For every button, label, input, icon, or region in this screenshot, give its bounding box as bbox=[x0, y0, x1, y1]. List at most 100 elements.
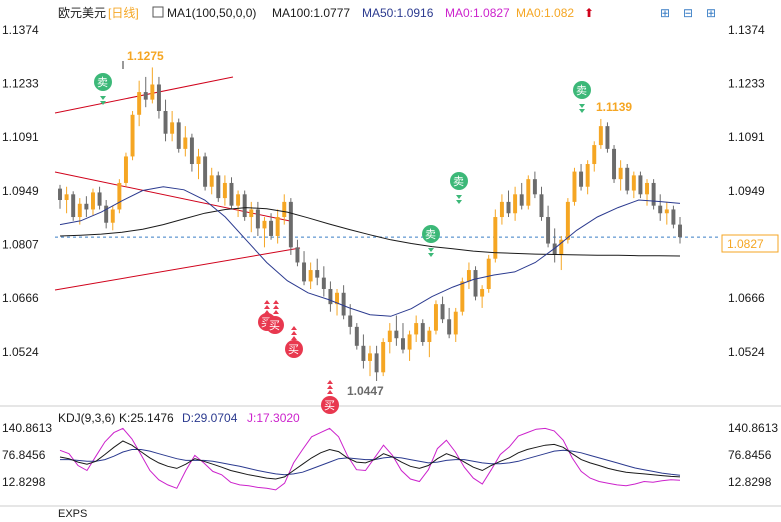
candle-body[interactable] bbox=[58, 188, 62, 200]
candle-body[interactable] bbox=[499, 201, 504, 218]
price-pane[interactable]: 1.1374 1.1374 1.1233 1.1233 1.1091 1.1091 1.09… bbox=[0, 23, 781, 414]
candle-body[interactable] bbox=[196, 156, 201, 165]
candle-body[interactable] bbox=[526, 179, 531, 206]
candle-body[interactable] bbox=[678, 224, 682, 238]
candle-body[interactable] bbox=[176, 122, 181, 149]
candle-body[interactable] bbox=[335, 292, 339, 305]
candle-body[interactable] bbox=[295, 247, 300, 263]
sell-signal-2[interactable]: 卖 bbox=[573, 81, 591, 99]
candle-body[interactable] bbox=[612, 148, 617, 180]
candle-body[interactable] bbox=[123, 156, 128, 183]
candle-body[interactable] bbox=[433, 304, 438, 331]
candle-body[interactable] bbox=[592, 145, 597, 165]
candle-body[interactable] bbox=[486, 258, 491, 289]
candle-body[interactable] bbox=[387, 330, 392, 343]
kdj-pane[interactable]: KDJ(9,3,6) K:25.1476 D:29.0704 J:17.3020… bbox=[0, 411, 781, 520]
candle-body[interactable] bbox=[110, 209, 115, 223]
candle-body[interactable] bbox=[440, 304, 445, 320]
candle-body[interactable] bbox=[539, 194, 544, 218]
indicator-checkbox-icon[interactable] bbox=[152, 6, 164, 18]
candle-body[interactable] bbox=[354, 326, 359, 346]
candle-body[interactable] bbox=[532, 179, 537, 195]
candle-body[interactable] bbox=[605, 126, 610, 149]
candle-body[interactable] bbox=[222, 182, 227, 199]
candle-body[interactable] bbox=[374, 353, 379, 373]
candle-body[interactable] bbox=[466, 270, 471, 282]
candle-body[interactable] bbox=[288, 201, 293, 248]
candle-body[interactable] bbox=[631, 175, 636, 191]
candle-body[interactable] bbox=[664, 209, 669, 214]
candle-body[interactable] bbox=[341, 292, 346, 316]
settings-icon[interactable]: ⊞ bbox=[660, 6, 670, 20]
candle-body[interactable] bbox=[552, 243, 557, 255]
candle-body[interactable] bbox=[638, 175, 643, 195]
candle-body[interactable] bbox=[414, 323, 419, 335]
candle-body[interactable] bbox=[262, 220, 267, 229]
candle-body[interactable] bbox=[579, 171, 584, 187]
ma-settings-label[interactable]: MA1(100,50,0,0) bbox=[167, 6, 256, 20]
candle-body[interactable] bbox=[671, 209, 676, 225]
candle-body[interactable] bbox=[275, 217, 280, 236]
sell-signal-1[interactable]: 卖 bbox=[94, 73, 112, 91]
candle-body[interactable] bbox=[651, 182, 656, 206]
candle-body[interactable] bbox=[77, 203, 82, 218]
candle-body[interactable] bbox=[189, 137, 194, 165]
candle-body[interactable] bbox=[91, 192, 95, 210]
candle-body[interactable] bbox=[519, 194, 524, 206]
candle-body[interactable] bbox=[480, 288, 485, 297]
channel-line-middle[interactable] bbox=[54, 171, 291, 222]
candle-body[interactable] bbox=[308, 270, 313, 282]
candle-body[interactable] bbox=[321, 277, 326, 289]
candle-body[interactable] bbox=[302, 262, 307, 282]
candle-body[interactable] bbox=[658, 205, 663, 214]
candle-body[interactable] bbox=[242, 194, 247, 218]
candle-body[interactable] bbox=[150, 84, 155, 100]
candle-body[interactable] bbox=[328, 288, 333, 305]
expand-icon[interactable]: ⊞ bbox=[706, 6, 716, 20]
candle-body[interactable] bbox=[645, 182, 649, 195]
candle-body[interactable] bbox=[559, 239, 564, 255]
candle-body[interactable] bbox=[143, 92, 148, 100]
candle-body[interactable] bbox=[249, 209, 254, 218]
buy-signal-2[interactable]: 买 bbox=[266, 316, 284, 334]
sell-signal-3[interactable]: 卖 bbox=[450, 172, 468, 190]
candle-body[interactable] bbox=[394, 330, 399, 339]
candle-body[interactable] bbox=[513, 194, 518, 214]
candle-body[interactable] bbox=[209, 175, 214, 187]
candle-body[interactable] bbox=[598, 126, 603, 146]
buy-signal-3[interactable]: 买 bbox=[285, 340, 303, 358]
candle-body[interactable] bbox=[236, 194, 241, 206]
candle-body[interactable] bbox=[493, 217, 498, 259]
channel-line-lower[interactable] bbox=[54, 247, 301, 291]
candle-body[interactable] bbox=[104, 205, 109, 223]
candle-body[interactable] bbox=[97, 192, 102, 206]
candle-body[interactable] bbox=[407, 334, 412, 350]
candle-body[interactable] bbox=[156, 84, 161, 111]
candle-body[interactable] bbox=[361, 345, 366, 361]
candle-body[interactable] bbox=[137, 92, 142, 115]
candle-body[interactable] bbox=[447, 319, 452, 335]
candle-body[interactable] bbox=[546, 217, 551, 244]
candle-body[interactable] bbox=[203, 156, 208, 187]
candle-body[interactable] bbox=[64, 194, 69, 200]
candle-body[interactable] bbox=[460, 281, 465, 312]
candle-body[interactable] bbox=[71, 194, 76, 218]
candle-body[interactable] bbox=[84, 203, 89, 210]
candle-body[interactable] bbox=[565, 201, 570, 240]
candle-body[interactable] bbox=[368, 353, 372, 361]
candle-body[interactable] bbox=[255, 209, 260, 229]
period-label[interactable]: [日线] bbox=[108, 6, 139, 20]
candle-body[interactable] bbox=[269, 220, 274, 236]
candle-body[interactable] bbox=[506, 201, 511, 214]
candle-body[interactable] bbox=[183, 137, 188, 149]
candle-body[interactable] bbox=[427, 330, 432, 343]
candle-body[interactable] bbox=[381, 342, 386, 373]
candle-body[interactable] bbox=[348, 315, 353, 327]
candle-body[interactable] bbox=[315, 270, 320, 278]
candle-body[interactable] bbox=[618, 167, 623, 180]
candle-body[interactable] bbox=[216, 175, 221, 199]
candle-body[interactable] bbox=[420, 323, 425, 343]
candle-body[interactable] bbox=[401, 338, 405, 350]
candle-body[interactable] bbox=[170, 122, 175, 134]
sell-signal-4[interactable]: 卖 bbox=[422, 225, 440, 243]
